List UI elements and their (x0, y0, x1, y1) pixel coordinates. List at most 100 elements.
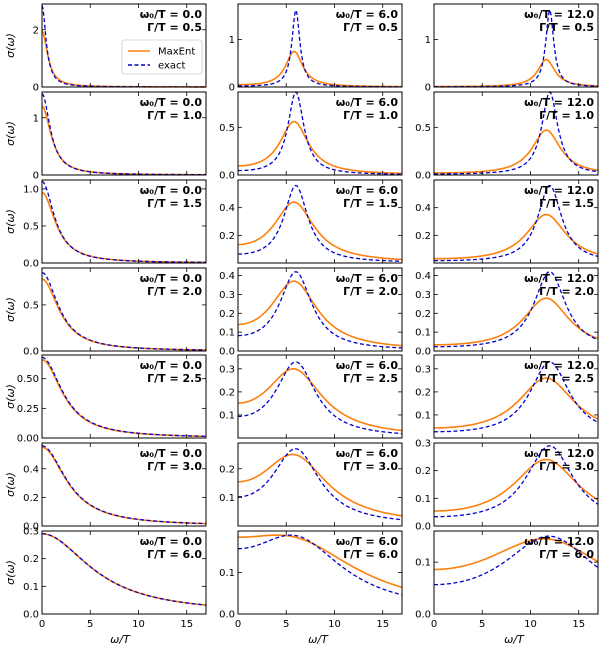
ytick-label-r4-c2-2: 0.3 (415, 364, 431, 375)
legend-label-1: exact (158, 61, 186, 72)
exact-curve-r6-c0 (41, 533, 207, 606)
annotation-omega-r2-c2: ω₀/T = 12.0 (524, 184, 594, 197)
annotation-gamma-r0-c1: Γ/T = 0.5 (343, 21, 398, 34)
maxent-curve-r0-c2 (434, 58, 599, 88)
axes-frame-r1-c0 (41, 91, 207, 176)
maxent-curve-r5-c1 (237, 453, 403, 517)
ytick-label-r6-c0-3: 0.3 (23, 527, 39, 538)
x-axis-label-col1: ω/T (308, 633, 329, 646)
xtick-label-c1-0: 0 (235, 619, 241, 630)
axes-frame-r5-c1 (237, 442, 403, 527)
panel-r2-c0: 0.0 0.5 1.0 ω₀/T = 0.0Γ/T = 1.5 σ(ω) (4, 179, 207, 270)
ytick-label-r0-c1-0: 0 (229, 83, 235, 94)
axes-frame-r3-c2 (433, 267, 599, 352)
ytick-label-r6-c2-1: 0.1 (415, 558, 431, 569)
ytick-label-r4-c2-1: 0.2 (415, 387, 431, 398)
ytick-label-r3-c0-1: 0.5 (23, 300, 39, 311)
maxent-curve-r0-c1 (238, 50, 403, 88)
exact-curve-r3-c1 (237, 271, 403, 349)
axes-frame-r2-c2 (433, 179, 599, 264)
ytick-label-r6-c2-0: 0.0 (415, 610, 431, 621)
ytick-label-r0-c0-1: 2 (33, 25, 39, 36)
panel-r1-c1: 0.0 0.5 ω₀/T = 6.0Γ/T = 1.0 (219, 91, 403, 182)
ytick-label-r2-c0-1: 0.5 (23, 221, 39, 232)
axes-frame-r4-c2 (433, 354, 599, 439)
panel-r4-c2: 0.1 0.2 0.3 ω₀/T = 12.0Γ/T = 2.5 (415, 354, 599, 439)
ytick-label-r3-c1-3: 0.3 (219, 290, 235, 301)
annotation-omega-r3-c2: ω₀/T = 12.0 (524, 272, 594, 285)
ytick-label-r3-c1-4: 0.4 (219, 271, 235, 282)
axes-frame-r3-c0 (41, 267, 207, 352)
annotation-omega-r4-c2: ω₀/T = 12.0 (524, 359, 594, 372)
maxent-curve-r1-c1 (238, 120, 403, 175)
xtick-label-c2-3: 15 (572, 619, 585, 630)
xtick-label-c1-1: 5 (283, 619, 289, 630)
ytick-label-r1-c2-1: 0.5 (415, 123, 431, 134)
panel-r6-c0: 0 5 10 15 0.0 0.1 0.2 0.3 ω₀/T = 0.0Γ/T = 6.0 σ(ω… (4, 527, 207, 630)
annotation-gamma-r1-c0: Γ/T = 1.0 (147, 109, 202, 122)
axes-frame-r4-c1 (237, 354, 403, 439)
annotation-omega-r0-c2: ω₀/T = 12.0 (524, 8, 594, 21)
annotation-omega-r6-c1: ω₀/T = 6.0 (336, 535, 399, 548)
panel-r1-c2: 0.0 0.5 ω₀/T = 12.0Γ/T = 1.0 (415, 91, 599, 182)
annotation-gamma-r6-c1: Γ/T = 6.0 (343, 548, 398, 561)
annotation-omega-r1-c1: ω₀/T = 6.0 (336, 96, 399, 109)
maxent-curve-r2-c2 (434, 213, 599, 260)
axes-frame-r0-c1 (237, 3, 403, 88)
panel-r0-c0: 0 2 ω₀/T = 0.0Γ/T = 0.5 σ(ω) MaxEnt exact (4, 3, 207, 94)
maxent-curve-r2-c1 (237, 201, 403, 261)
exact-curve-r1-c2 (434, 91, 599, 175)
ytick-label-r3-c1-2: 0.2 (219, 309, 235, 320)
exact-curve-r5-c2 (434, 445, 599, 518)
exact-curve-r3-c0 (41, 271, 207, 351)
axes-frame-r5-c0 (41, 442, 207, 527)
annotation-gamma-r1-c1: Γ/T = 1.0 (343, 109, 398, 122)
annotation-gamma-r1-c2: Γ/T = 1.0 (539, 109, 594, 122)
exact-curve-r6-c1 (237, 534, 403, 596)
ytick-label-r0-c0-0: 0 (33, 83, 39, 94)
panel-r1-c0: 0 1 ω₀/T = 0.0Γ/T = 1.0 σ(ω) (4, 91, 207, 182)
annotation-omega-r5-c0: ω₀/T = 0.0 (140, 447, 203, 460)
exact-curve-r2-c1 (238, 184, 403, 262)
ytick-label-r5-c0-0: 0.0 (23, 522, 39, 533)
ytick-label-r1-c0-1: 1 (33, 113, 39, 124)
annotation-gamma-r2-c0: Γ/T = 1.5 (147, 197, 202, 210)
annotation-omega-r0-c0: ω₀/T = 0.0 (140, 8, 203, 21)
annotation-gamma-r6-c2: Γ/T = 6.0 (539, 548, 594, 561)
ytick-label-r3-c2-0: 0.0 (415, 347, 431, 358)
annotation-gamma-r5-c2: Γ/T = 3.0 (539, 460, 594, 473)
panel-r2-c1: 0.2 0.4 ω₀/T = 6.0Γ/T = 1.5 (219, 179, 403, 264)
axes-frame-r4-c0 (41, 354, 207, 439)
panel-r6-c2: 0 5 10 15 0.0 0.1 ω₀/T = 12.0Γ/T = 6.0 (415, 530, 599, 630)
panel-r2-c2: 0.2 0.4 ω₀/T = 12.0Γ/T = 1.5 (415, 179, 599, 264)
ytick-label-r5-c1-1: 0.2 (219, 464, 235, 475)
ytick-label-r5-c2-3: 0.3 (415, 439, 431, 450)
annotation-omega-r1-c2: ω₀/T = 12.0 (524, 96, 594, 109)
xtick-label-c2-1: 5 (479, 619, 485, 630)
ytick-label-r2-c2-0: 0.2 (415, 231, 431, 242)
ytick-label-r5-c2-1: 0.1 (415, 494, 431, 505)
panel-r6-c1: 0 5 10 15 0.0 0.1 ω₀/T = 6.0Γ/T = 6.0 (219, 530, 403, 630)
maxent-curve-r6-c1 (238, 534, 403, 589)
ytick-label-r2-c0-2: 1.0 (23, 184, 39, 195)
panel-r0-c1: 0 1 ω₀/T = 6.0Γ/T = 0.5 (229, 3, 403, 94)
annotation-omega-r2-c0: ω₀/T = 0.0 (140, 184, 203, 197)
ytick-label-r4-c2-0: 0.1 (415, 410, 431, 421)
annotation-gamma-r3-c0: Γ/T = 2.0 (147, 285, 202, 298)
ytick-label-r3-c0-0: 0.0 (23, 347, 39, 358)
annotation-omega-r3-c1: ω₀/T = 6.0 (336, 272, 399, 285)
ytick-label-r6-c0-0: 0.0 (23, 610, 39, 621)
ytick-label-r0-c1-1: 1 (229, 35, 235, 46)
exact-curve-r6-c2 (434, 535, 599, 586)
annotation-omega-r2-c1: ω₀/T = 6.0 (336, 184, 399, 197)
ytick-label-r5-c0-1: 0.2 (23, 493, 39, 504)
xtick-label-c0-0: 0 (39, 619, 45, 630)
ytick-label-r6-c0-1: 0.1 (23, 582, 39, 593)
ytick-label-r6-c1-0: 0.0 (219, 610, 235, 621)
xtick-label-c1-2: 10 (328, 619, 341, 630)
ytick-label-r4-c0-1: 0.25 (17, 404, 39, 415)
ytick-label-r3-c2-3: 0.3 (415, 290, 431, 301)
axes-frame-r2-c1 (237, 179, 403, 264)
ytick-label-r6-c1-1: 0.1 (219, 568, 235, 579)
